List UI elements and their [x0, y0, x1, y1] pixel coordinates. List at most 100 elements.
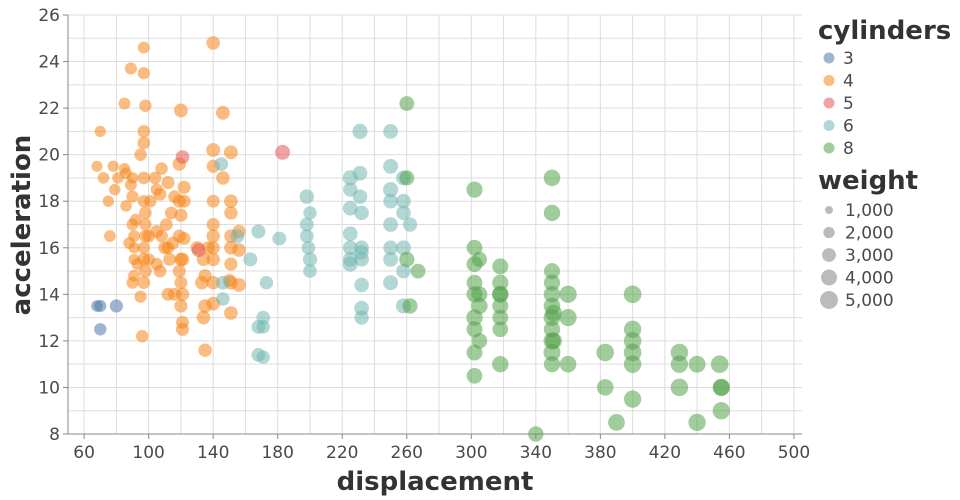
data-point-cyl-4 [160, 218, 173, 231]
data-point-cyl-8 [596, 343, 614, 362]
data-point-cyl-4 [175, 252, 190, 267]
data-point-cyl-4 [196, 310, 211, 325]
axes: 60 100 140 180 220 260 300 340 380 420 460 500 8 10 12… [38, 6, 810, 463]
data-point-cyl-4 [109, 183, 121, 196]
data-point-cyl-6 [299, 189, 315, 204]
data-point-cyl-6 [383, 124, 398, 139]
color-legend-label: 3 [843, 49, 854, 69]
data-point-cyl-3 [109, 299, 123, 313]
data-point-cyl-6 [342, 226, 358, 242]
data-point-cyl-8 [543, 204, 561, 222]
data-point-cyl-8 [492, 274, 509, 291]
size-legend-label: 3,000 [845, 246, 894, 266]
data-point-cyl-4 [232, 243, 246, 257]
data-point-cyl-4 [161, 241, 175, 255]
data-point-cyl-8 [623, 285, 642, 304]
data-point-cyl-8 [559, 355, 577, 373]
color-legend-symbol [823, 75, 835, 86]
data-point-cyl-4 [94, 125, 106, 138]
x-axis-title: displacement [337, 467, 534, 497]
x-tick-label: 220 [326, 443, 358, 463]
y-tick-label: 16 [38, 239, 60, 259]
data-point-cyl-8 [543, 274, 561, 291]
data-point-cyl-4 [148, 171, 162, 185]
data-point-cyl-8 [492, 258, 509, 275]
data-point-cyl-4 [155, 229, 168, 243]
data-point-cyl-4 [174, 208, 188, 222]
data-point-cyl-6 [215, 275, 230, 290]
data-point-cyl-6 [303, 264, 317, 278]
data-point-cyl-6 [396, 193, 411, 209]
data-point-cyl-4 [144, 195, 157, 208]
data-point-cyl-4 [164, 206, 178, 220]
data-point-cyl-4 [224, 194, 238, 209]
data-point-cyl-4 [123, 237, 136, 250]
data-point-cyl-6 [396, 263, 411, 279]
data-point-cyl-4 [198, 343, 212, 357]
data-point-cyl-6 [352, 165, 368, 181]
data-point-cyl-4 [215, 105, 230, 120]
data-point-cyl-8 [688, 355, 706, 373]
data-point-cyl-4 [107, 160, 119, 172]
data-point-cyl-4 [104, 230, 116, 242]
color-legend-symbol [823, 142, 835, 154]
data-point-cyl-4 [137, 41, 150, 54]
data-point-cyl-4 [224, 206, 238, 220]
size-legend-symbol [823, 226, 835, 239]
data-point-cyl-8 [466, 181, 483, 198]
data-point-cyl-8 [399, 96, 415, 111]
data-point-cyl-4 [139, 218, 152, 231]
data-point-cyl-6 [383, 275, 399, 291]
size-legend-label: 2,000 [845, 224, 894, 244]
data-point-cyl-8 [608, 414, 625, 431]
data-point-cyl-4 [177, 194, 191, 208]
data-point-cyl-6 [272, 231, 287, 246]
data-point-cyl-6 [383, 252, 398, 267]
data-point-cyl-8 [543, 356, 561, 373]
data-point-cyl-4 [177, 232, 191, 245]
y-tick-label: 20 [38, 146, 60, 166]
data-point-cyl-5 [275, 144, 291, 160]
data-point-cyl-6 [259, 276, 274, 290]
data-point-cyl-6 [354, 310, 369, 325]
data-point-cyl-8 [492, 298, 509, 314]
data-point-cyl-4 [172, 264, 186, 278]
data-point-cyl-3 [94, 299, 107, 313]
data-point-cyl-4 [91, 160, 103, 172]
data-point-cyl-4 [163, 252, 177, 266]
data-point-cyl-6 [251, 224, 266, 239]
data-point-cyl-6 [383, 217, 398, 232]
data-point-cyl-8 [471, 286, 488, 303]
data-point-cyl-6 [352, 189, 368, 204]
x-tick-label: 60 [73, 443, 95, 463]
data-point-cyl-8 [399, 251, 415, 267]
data-point-cyl-4 [150, 183, 163, 196]
data-point-cyl-4 [120, 200, 132, 212]
data-point-cyl-6 [352, 123, 368, 139]
color-legend-symbol [823, 52, 835, 64]
data-point-cyl-6 [299, 217, 314, 232]
y-tick-label: 26 [38, 6, 60, 26]
data-point-cyl-4 [161, 287, 175, 301]
data-point-cyl-4 [223, 145, 238, 160]
data-point-cyl-6 [342, 256, 358, 272]
size-legend-label: 1,000 [845, 201, 894, 221]
data-point-cyl-4 [137, 67, 150, 80]
data-point-cyl-6 [303, 206, 317, 220]
data-point-cyl-8 [402, 298, 418, 314]
y-tick-label: 12 [38, 332, 60, 352]
data-point-cyl-4 [139, 99, 152, 113]
data-point-cyl-4 [137, 125, 151, 138]
data-point-cyl-4 [137, 136, 151, 150]
x-tick-label: 180 [261, 443, 293, 463]
data-point-cyl-4 [206, 217, 220, 232]
data-point-cyl-8 [670, 355, 689, 373]
data-point-cyl-4 [173, 103, 188, 118]
size-legend-label: 5,000 [845, 291, 894, 311]
data-point-cyl-4 [176, 315, 189, 329]
data-point-cyl-6 [299, 229, 314, 243]
data-point-cyl-8 [410, 263, 426, 279]
size-legend-title: weight [818, 166, 918, 196]
